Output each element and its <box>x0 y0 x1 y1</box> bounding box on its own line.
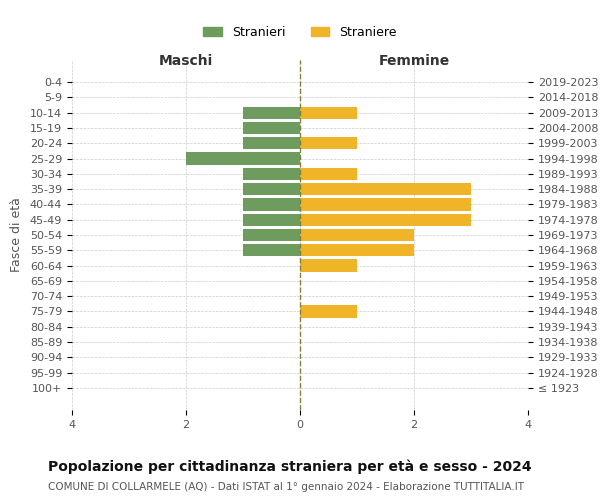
Bar <box>243 137 300 149</box>
Text: Femmine: Femmine <box>379 54 449 68</box>
Bar <box>300 137 357 149</box>
Y-axis label: Fasce di età: Fasce di età <box>10 198 23 272</box>
Bar <box>300 168 357 180</box>
Bar <box>243 214 300 226</box>
Bar <box>300 306 357 318</box>
Bar <box>243 229 300 241</box>
Bar <box>243 168 300 180</box>
Bar <box>243 198 300 210</box>
Bar <box>300 198 471 210</box>
Bar <box>243 183 300 195</box>
Bar <box>300 260 357 272</box>
Bar <box>300 106 357 118</box>
Bar <box>300 244 414 256</box>
Bar <box>243 244 300 256</box>
Bar <box>243 122 300 134</box>
Bar <box>186 152 300 164</box>
Bar <box>300 214 471 226</box>
Bar <box>300 183 471 195</box>
Legend: Stranieri, Straniere: Stranieri, Straniere <box>198 20 402 44</box>
Bar <box>243 106 300 118</box>
Bar <box>300 229 414 241</box>
Text: Maschi: Maschi <box>159 54 213 68</box>
Text: Popolazione per cittadinanza straniera per età e sesso - 2024: Popolazione per cittadinanza straniera p… <box>48 460 532 474</box>
Text: COMUNE DI COLLARMELE (AQ) - Dati ISTAT al 1° gennaio 2024 - Elaborazione TUTTITA: COMUNE DI COLLARMELE (AQ) - Dati ISTAT a… <box>48 482 524 492</box>
